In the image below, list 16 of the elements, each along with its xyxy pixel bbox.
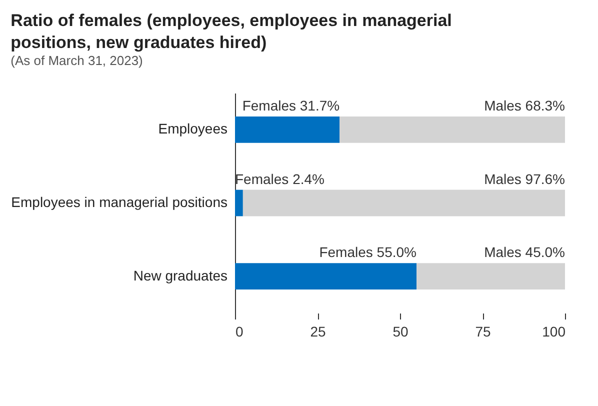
chart-title: Ratio of females (employees, employees in managerial positions, new graduates hired) bbox=[10, 11, 452, 52]
y-tick-label: Employees bbox=[158, 120, 228, 137]
text: Females 55.0% bbox=[319, 244, 416, 260]
x-tick-label: 25 bbox=[310, 324, 326, 340]
x-tick-label: 0 bbox=[236, 324, 244, 340]
x-tick-label: 75 bbox=[475, 324, 491, 340]
x-tick-label: 50 bbox=[392, 324, 408, 340]
text: (As of March 31, 2023) bbox=[10, 53, 143, 68]
text: Males 45.0% bbox=[484, 244, 565, 260]
x-tick-label: 100 bbox=[542, 324, 566, 340]
text: Females 2.4% bbox=[235, 170, 324, 187]
y-tick-label: New graduates bbox=[133, 267, 228, 284]
text: Males 68.3% bbox=[484, 97, 565, 114]
y-tick-label: Employees in managerial positions bbox=[11, 194, 228, 210]
text: Males 97.6% bbox=[484, 170, 565, 187]
text: Females 31.7% bbox=[242, 97, 340, 114]
